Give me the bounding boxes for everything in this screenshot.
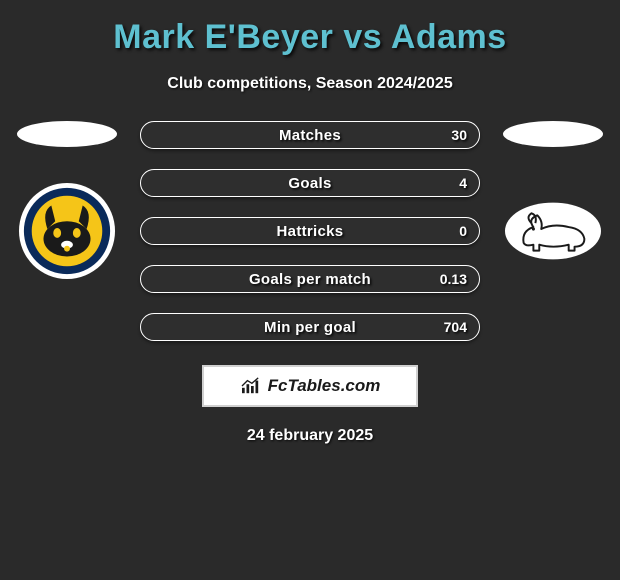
derby-ram-icon xyxy=(504,200,602,262)
brand-link[interactable]: FcTables.com xyxy=(202,365,418,407)
stat-value: 4 xyxy=(459,175,467,191)
stat-label: Min per goal xyxy=(264,319,356,336)
stat-pill-matches: Matches 30 xyxy=(140,121,480,149)
stat-label: Matches xyxy=(279,127,341,144)
stats-list: Matches 30 Goals 4 Hattricks 0 Goals per… xyxy=(140,121,480,341)
left-column xyxy=(12,121,122,280)
player-ellipse-right xyxy=(503,121,603,147)
stat-label: Goals per match xyxy=(249,271,371,288)
main-row: Matches 30 Goals 4 Hattricks 0 Goals per… xyxy=(0,121,620,341)
date-text: 24 february 2025 xyxy=(0,427,620,445)
stat-pill-hattricks: Hattricks 0 xyxy=(140,217,480,245)
stat-value: 30 xyxy=(451,127,467,143)
right-column xyxy=(498,121,608,280)
stat-value: 0 xyxy=(459,223,467,239)
oxford-crest-icon xyxy=(18,182,116,280)
page-subtitle: Club competitions, Season 2024/2025 xyxy=(0,75,620,93)
page-title: Mark E'Beyer vs Adams xyxy=(0,18,620,57)
stat-value: 704 xyxy=(444,319,467,335)
stat-pill-goals: Goals 4 xyxy=(140,169,480,197)
stat-label: Hattricks xyxy=(277,223,344,240)
stat-pill-goals-per-match: Goals per match 0.13 xyxy=(140,265,480,293)
brand-text: FcTables.com xyxy=(268,376,381,396)
brand-chart-icon xyxy=(240,377,262,395)
club-logo-oxford xyxy=(18,182,116,280)
stat-label: Goals xyxy=(288,175,331,192)
club-logo-derby xyxy=(504,182,602,280)
stat-pill-min-per-goal: Min per goal 704 xyxy=(140,313,480,341)
player-ellipse-left xyxy=(17,121,117,147)
stat-value: 0.13 xyxy=(440,271,467,287)
page-container: Mark E'Beyer vs Adams Club competitions,… xyxy=(0,0,620,455)
